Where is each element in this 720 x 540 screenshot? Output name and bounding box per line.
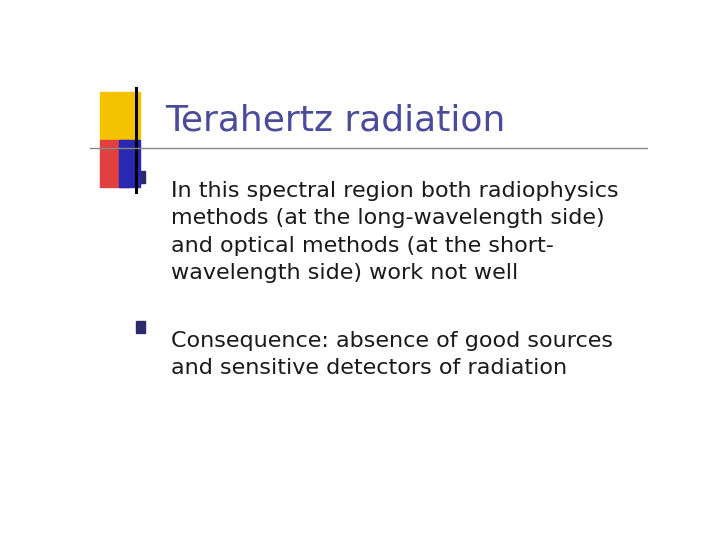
Text: In this spectral region both radiophysics
methods (at the long-wavelength side)
: In this spectral region both radiophysic…	[171, 181, 618, 283]
Bar	[100, 92, 140, 140]
Bar	[136, 171, 145, 183]
Bar	[100, 140, 129, 187]
Text: Terahertz radiation: Terahertz radiation	[166, 104, 505, 138]
Text: Consequence: absence of good sources
and sensitive detectors of radiation: Consequence: absence of good sources and…	[171, 331, 613, 378]
Bar	[136, 321, 145, 333]
Bar	[119, 140, 140, 187]
